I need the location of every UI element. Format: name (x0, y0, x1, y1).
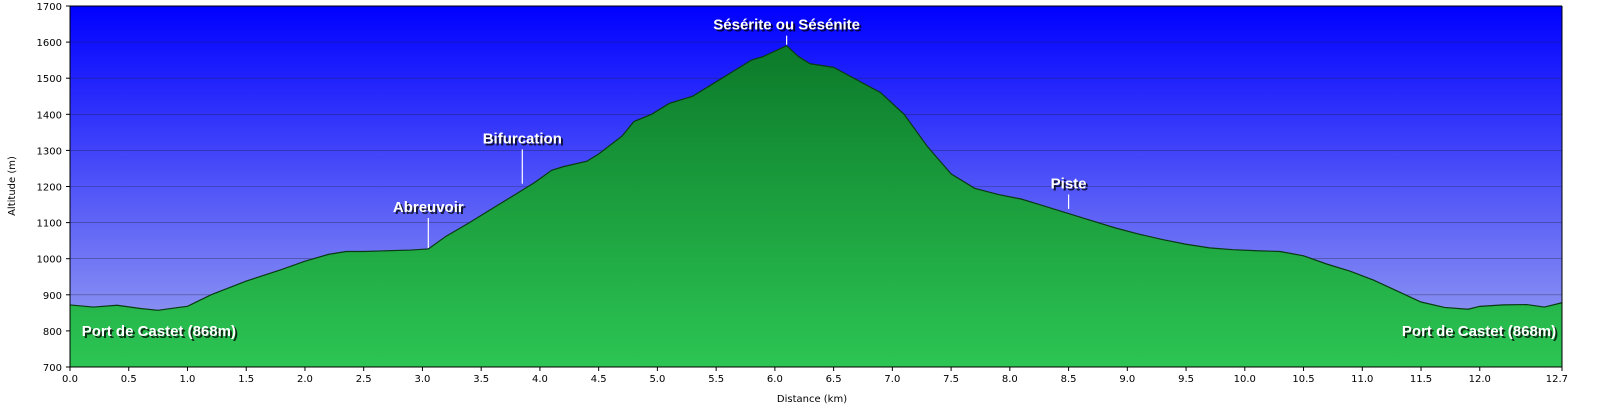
y-tick-label: 1500 (37, 74, 62, 85)
x-tick-labels: 0.0 0.5 1.0 1.5 2.0 2.5 3.0 3.5 4.0 4.5 5.0 5.5 6.0 6… (62, 374, 1568, 385)
x-tick-label: 3.0 (414, 374, 430, 385)
x-tick-label: 4.5 (591, 374, 607, 385)
elevation-line (69, 44, 1563, 311)
x-tick-label: 4.0 (532, 374, 548, 385)
elevation-fill (70, 45, 1562, 368)
x-tick-label: 9.0 (1119, 374, 1135, 385)
y-tick-label: 800 (43, 327, 62, 338)
x-tick-label: 11.0 (1351, 374, 1373, 385)
y-tick-label: 1300 (37, 146, 62, 157)
annotation-shadow: Piste (1053, 178, 1089, 195)
annotation-label: Abreuvoir (393, 199, 464, 216)
annotation-shadow: Port de Castet (868m) (1404, 325, 1558, 342)
x-tick-label: 0.0 (62, 374, 78, 385)
x-tick-label: 6.0 (767, 374, 783, 385)
x-tick-label: 5.0 (649, 374, 665, 385)
x-tick-label: 3.5 (473, 374, 489, 385)
annotation-shadow: Abreuvoir (395, 201, 466, 218)
x-tick-label: 6.5 (826, 374, 842, 385)
x-tick-label: 11.5 (1410, 374, 1432, 385)
x-tick-label: 7.0 (884, 374, 900, 385)
annotation-shadow: Bifurcation (485, 132, 564, 149)
y-tick-label: 1700 (37, 2, 62, 13)
x-tick-label: 1.0 (180, 374, 196, 385)
x-tick-label: 8.0 (1002, 374, 1018, 385)
endpoint-label: Port de Castet (868m) (1402, 323, 1556, 340)
y-axis-title: Altitude (m) (7, 156, 18, 216)
x-tick-label: 7.5 (943, 374, 959, 385)
y-tick-label: 700 (43, 363, 62, 374)
y-tick-label: 1200 (37, 183, 62, 194)
y-tick-labels: 700 800 900 1000 1100 1200 1300 1400 1500 1600 170… (37, 2, 62, 374)
x-tick-label: 12.7 (1546, 374, 1568, 385)
annotation-label: Sésérite ou Sésénite (713, 17, 860, 34)
x-tick-label: 8.5 (1061, 374, 1077, 385)
x-tick-label: 10.0 (1234, 374, 1256, 385)
annotation-shadow: Port de Castet (868m) (84, 325, 238, 342)
x-tick-label: 12.0 (1469, 374, 1491, 385)
x-tick-label: 9.5 (1178, 374, 1194, 385)
x-tick-label: 5.5 (708, 374, 724, 385)
y-tick-label: 1100 (37, 219, 62, 230)
x-tick-label: 10.5 (1292, 374, 1314, 385)
axes (66, 5, 1563, 371)
endpoint-label: Port de Castet (868m) (82, 323, 236, 340)
y-tick-label: 1400 (37, 110, 62, 121)
y-tick-label: 1000 (37, 255, 62, 266)
annotation-label: Bifurcation (483, 130, 562, 147)
x-axis-title: Distance (km) (777, 394, 847, 405)
annotation-label: Piste (1051, 176, 1087, 193)
x-tick-label: 2.0 (297, 374, 313, 385)
x-tick-label: 2.5 (356, 374, 372, 385)
elevation-area (69, 44, 1563, 368)
annotation-shadow: Sésérite ou Sésénite (715, 19, 862, 36)
x-tick-label: 0.5 (121, 374, 137, 385)
x-tick-label: 1.5 (238, 374, 254, 385)
y-tick-label: 900 (43, 291, 62, 302)
y-tick-label: 1600 (37, 38, 62, 49)
